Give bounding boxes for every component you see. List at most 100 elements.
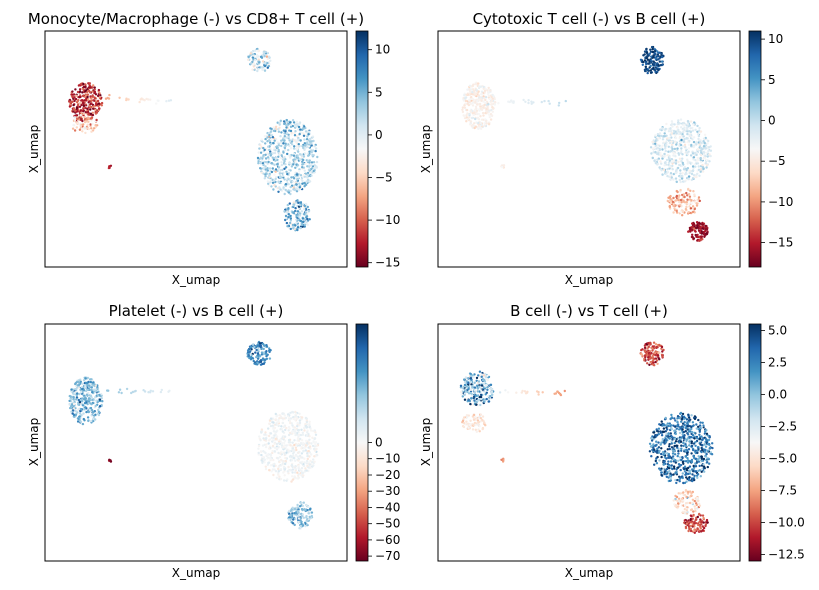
cell-point [663, 132, 666, 135]
cell-point [654, 343, 658, 346]
cell-point [467, 422, 470, 425]
cell-point [660, 162, 663, 165]
cell-point [84, 384, 87, 387]
cell-point [659, 443, 662, 446]
cell-point [697, 469, 700, 472]
cell-point [296, 471, 299, 474]
cell-point [691, 421, 695, 424]
cell-point [296, 428, 300, 432]
cell-point [468, 112, 471, 116]
cell-point [290, 516, 293, 519]
cell-point [692, 136, 696, 139]
cell-point [651, 349, 654, 352]
cell-point [700, 467, 703, 471]
cell-point [681, 456, 684, 459]
cell-point [467, 99, 471, 102]
cell-point [265, 55, 269, 58]
cell-point [653, 364, 656, 367]
cell-point [68, 403, 71, 406]
cell-point [480, 90, 484, 93]
cell-point [275, 476, 279, 479]
cell-point [255, 56, 258, 59]
cell-point [673, 453, 677, 456]
cell-point [257, 151, 260, 154]
panel-title: Platelet (-) vs B cell (+) [109, 302, 284, 320]
cell-point [263, 55, 266, 58]
cell-point [298, 132, 301, 136]
cell-point [693, 151, 697, 155]
cell-point [83, 115, 86, 119]
cell-point [251, 68, 254, 71]
cell-point [313, 437, 317, 440]
cell-point [293, 471, 297, 474]
cell-point [81, 397, 84, 400]
cell-point [268, 469, 271, 472]
cell-point [308, 508, 312, 511]
cell-point [159, 390, 163, 394]
cell-point [257, 49, 261, 52]
cell-point [691, 501, 694, 504]
cell-point [482, 374, 486, 377]
cell-point [480, 373, 483, 376]
cell-point [259, 439, 262, 442]
cell-point [299, 433, 303, 437]
colorbar-tick-label: −5 [375, 171, 393, 185]
cell-point [685, 418, 689, 421]
cell-point [293, 145, 296, 148]
cell-point [670, 413, 673, 417]
cell-point [286, 124, 289, 127]
cell-point [283, 424, 287, 427]
cell-point [294, 161, 298, 164]
cell-point [676, 147, 679, 150]
cell-point [706, 155, 709, 158]
cell-point [93, 383, 96, 386]
cell-point [648, 450, 652, 453]
cell-point [477, 417, 480, 420]
cell-point [273, 462, 276, 466]
cell-point [69, 397, 73, 400]
cell-point [271, 449, 274, 453]
cell-point [304, 449, 307, 452]
cell-point [658, 147, 661, 150]
cell-point [691, 152, 695, 155]
cell-point [294, 418, 297, 421]
cell-point [660, 471, 663, 474]
cell-point [89, 105, 93, 109]
cell-point [310, 453, 313, 456]
cell-point [686, 501, 689, 505]
cell-point [279, 428, 282, 431]
cell-point [269, 130, 273, 133]
cell-point [697, 168, 701, 171]
cell-point [476, 387, 480, 390]
cell-point [289, 514, 292, 517]
cell-point [676, 466, 680, 469]
cell-point [298, 468, 302, 471]
cell-point [669, 472, 672, 475]
cell-point [666, 168, 669, 171]
cell-point [251, 60, 254, 63]
cell-point [247, 55, 250, 59]
cell-point [302, 474, 305, 477]
cell-point [120, 391, 123, 395]
cell-point [685, 471, 688, 475]
y-axis-label: X_umap [419, 125, 433, 174]
cell-point [286, 172, 289, 176]
cell-point [266, 180, 270, 183]
cell-point [247, 354, 251, 358]
colorbar-tick-label: 5 [768, 73, 776, 87]
cell-point [702, 463, 705, 466]
cell-point [91, 94, 94, 97]
cell-point [288, 221, 292, 225]
cell-point [704, 147, 708, 150]
cell-point [658, 467, 661, 470]
cell-point [282, 158, 285, 161]
cell-point [694, 444, 697, 447]
cell-point [698, 433, 701, 436]
cell-point [308, 515, 311, 519]
cell-point [676, 126, 679, 129]
cell-point [277, 451, 280, 455]
cell-point [285, 170, 288, 173]
cell-point [84, 83, 87, 86]
cell-point [697, 446, 700, 449]
cell-point [700, 443, 703, 447]
